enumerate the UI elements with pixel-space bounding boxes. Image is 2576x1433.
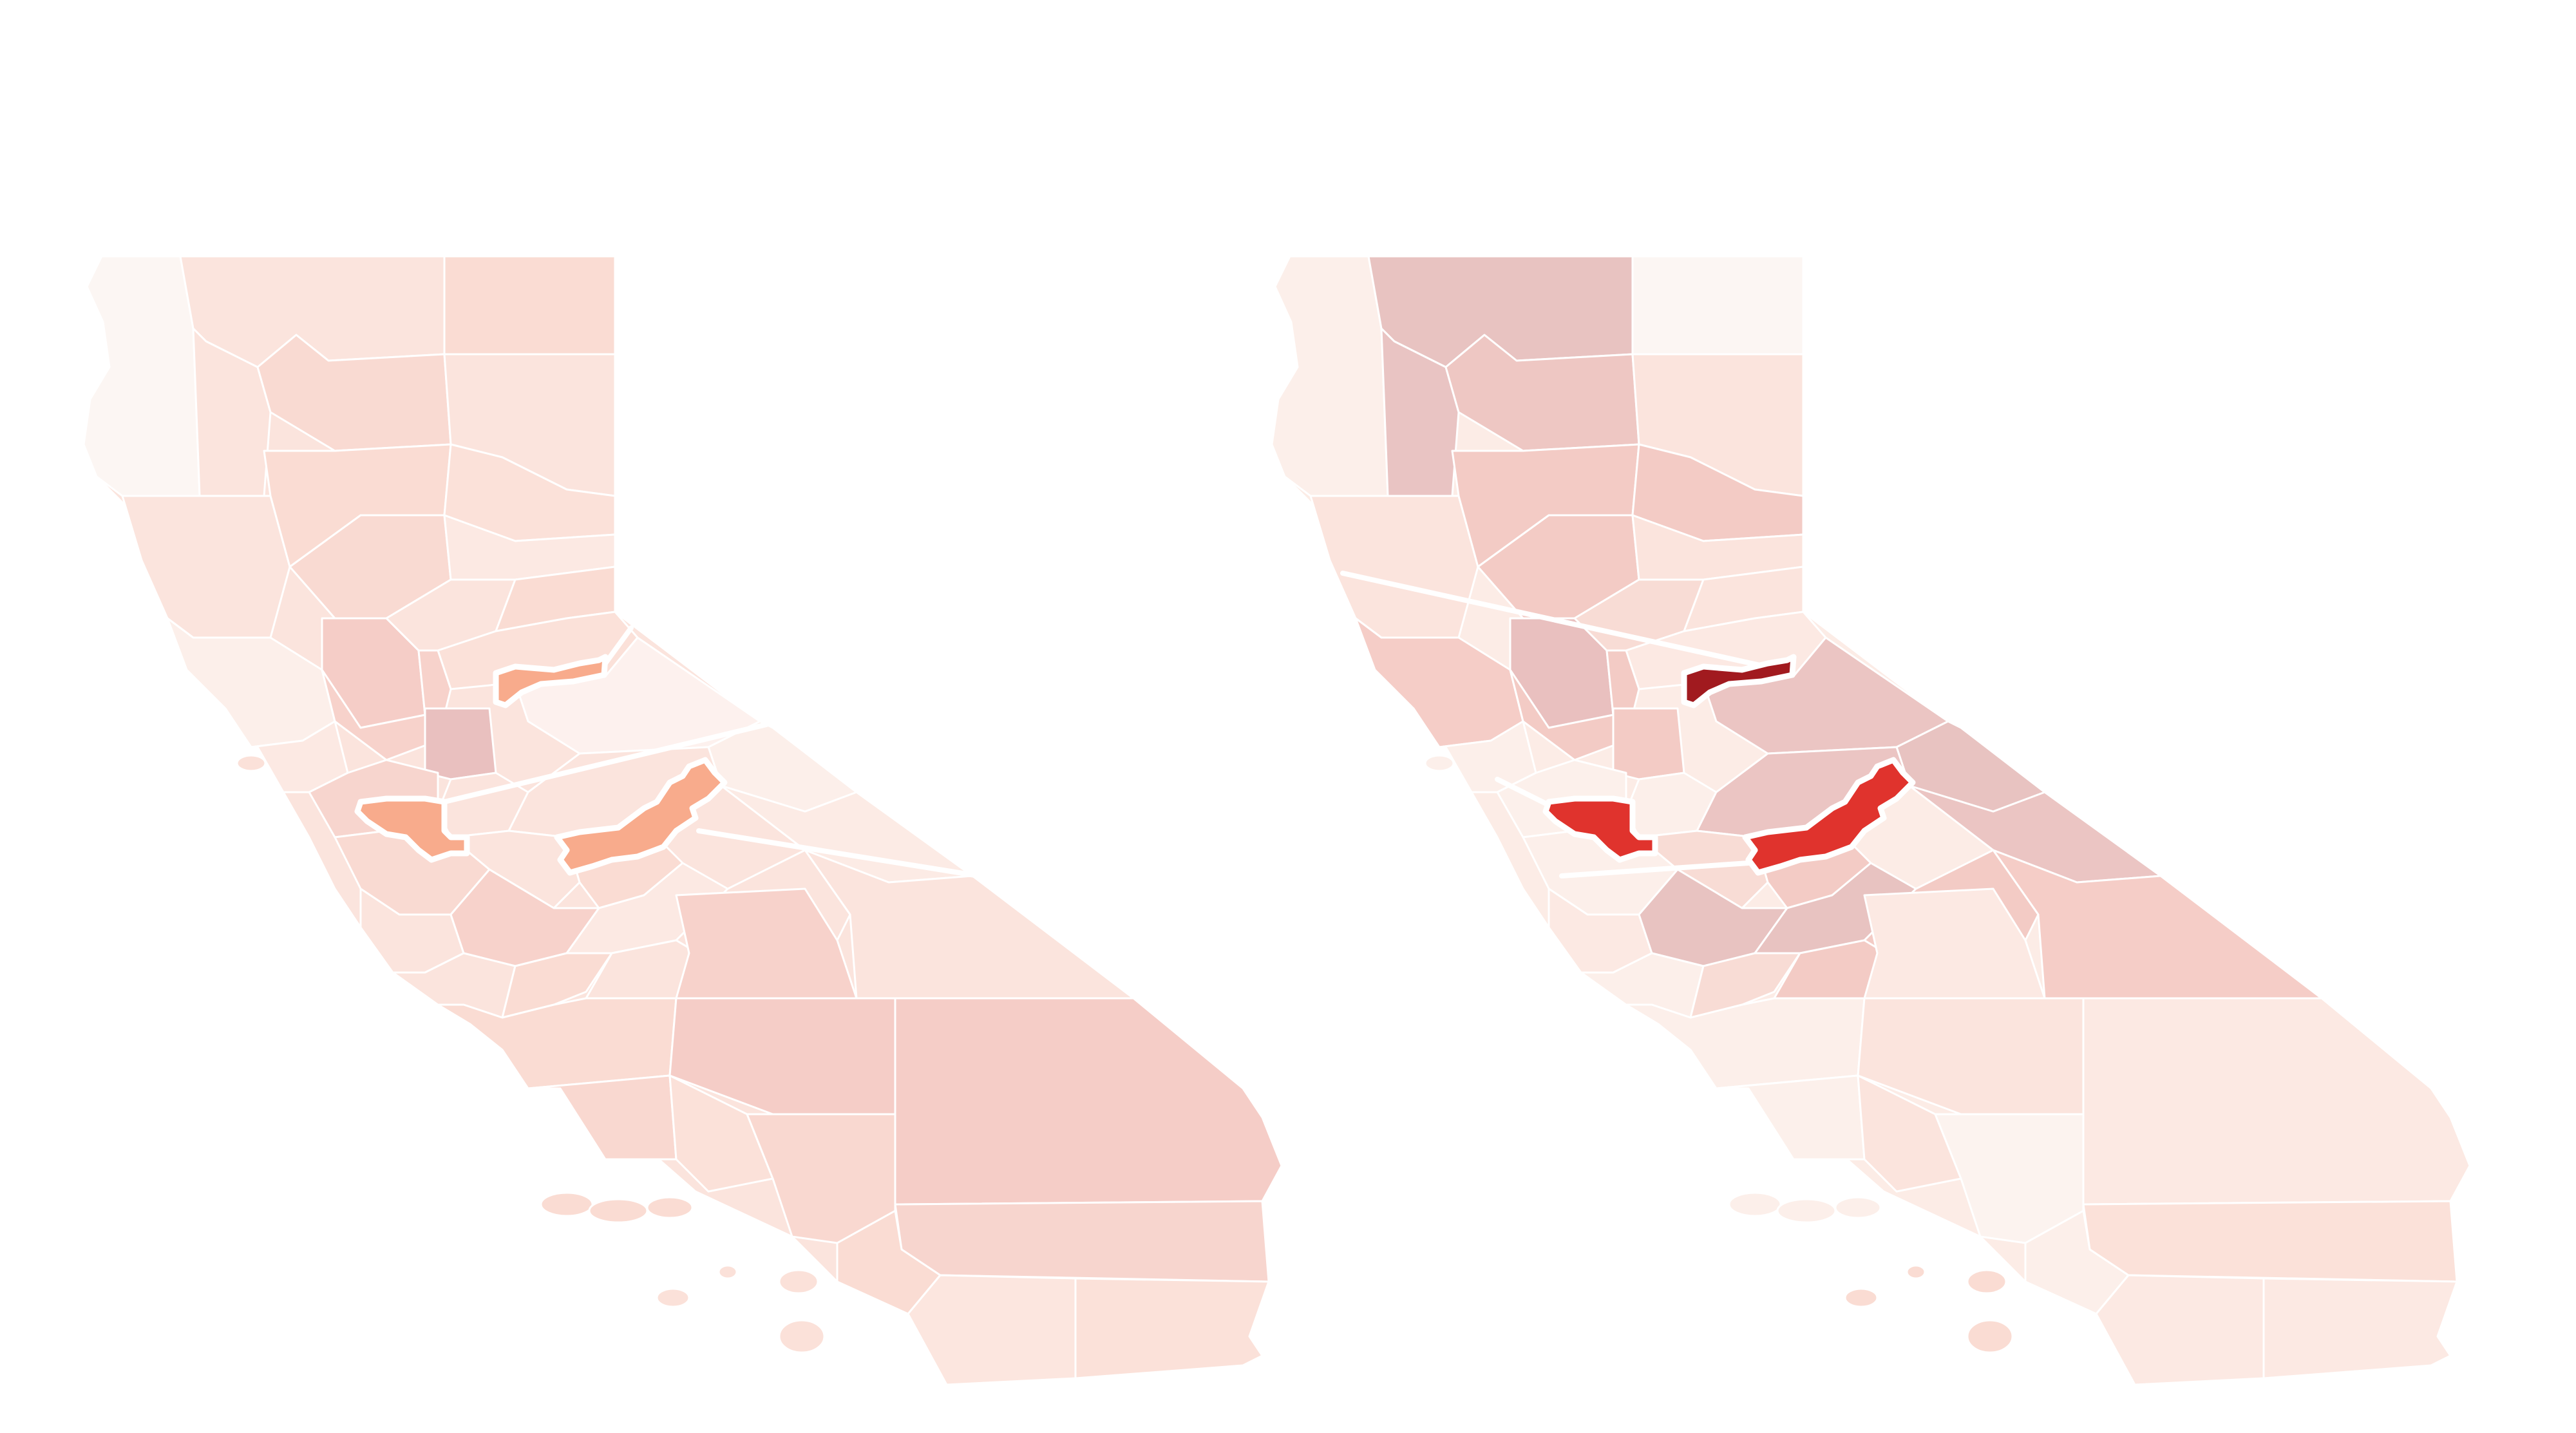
- county-imperial: [1074, 1277, 1270, 1380]
- island: [1966, 1319, 2014, 1354]
- california-map-right: [1271, 255, 2471, 1386]
- county-riverside: [2082, 1200, 2458, 1283]
- county-san-bernardino: [2082, 997, 2471, 1206]
- county-del-norte: [82, 255, 201, 497]
- county-inyo-north: [1992, 849, 2323, 1000]
- county-sutter-gray: [424, 707, 497, 781]
- county-ventura: [1857, 1074, 1962, 1193]
- county-yolo: [1509, 649, 1640, 761]
- island: [1728, 1191, 1782, 1217]
- highlight-central-strip: [1742, 757, 1916, 876]
- county-ventura: [668, 1074, 774, 1193]
- leader-line: [1340, 571, 1783, 672]
- county-san-diego: [2095, 1274, 2265, 1386]
- county-humboldt: [1309, 495, 1479, 639]
- leader-line: [603, 625, 634, 666]
- highlight-north-sliver: [493, 654, 609, 708]
- island: [717, 1264, 738, 1280]
- highlight-bay-county: [1542, 795, 1658, 863]
- county-san-luis-obispo: [1625, 997, 1866, 1090]
- county-san-luis-obispo: [437, 997, 677, 1090]
- county-imperial: [2262, 1277, 2458, 1380]
- county-santa-barbara: [1715, 1074, 1866, 1161]
- leader-line: [442, 722, 769, 804]
- county-san-bernardino: [894, 997, 1283, 1206]
- island: [1844, 1287, 1879, 1308]
- county-riverside: [894, 1200, 1270, 1283]
- leader-line: [1495, 777, 1551, 808]
- island: [1834, 1196, 1882, 1219]
- county-santa-barbara: [527, 1074, 677, 1161]
- island: [236, 754, 267, 772]
- county-yolo: [321, 649, 452, 761]
- island: [1424, 754, 1455, 772]
- highlight-north-sliver: [1681, 654, 1797, 708]
- island: [646, 1196, 694, 1219]
- island: [778, 1319, 826, 1354]
- california-map-left: [82, 255, 1283, 1386]
- island: [778, 1269, 819, 1295]
- highlight-bay-county: [354, 795, 470, 863]
- island: [1906, 1264, 1926, 1280]
- county-modoc: [443, 255, 616, 356]
- highlight-central-strip: [554, 757, 728, 876]
- island: [540, 1191, 594, 1217]
- island: [1966, 1269, 2007, 1295]
- island: [588, 1198, 649, 1224]
- leader-line: [696, 828, 981, 878]
- county-san-diego: [907, 1274, 1077, 1386]
- county-modoc: [1631, 255, 1804, 356]
- leader-line: [1559, 860, 1751, 878]
- island: [656, 1287, 690, 1308]
- county-humboldt: [121, 495, 291, 639]
- county-sutter: [1612, 707, 1685, 781]
- county-del-norte: [1271, 255, 1389, 497]
- island: [1776, 1198, 1837, 1224]
